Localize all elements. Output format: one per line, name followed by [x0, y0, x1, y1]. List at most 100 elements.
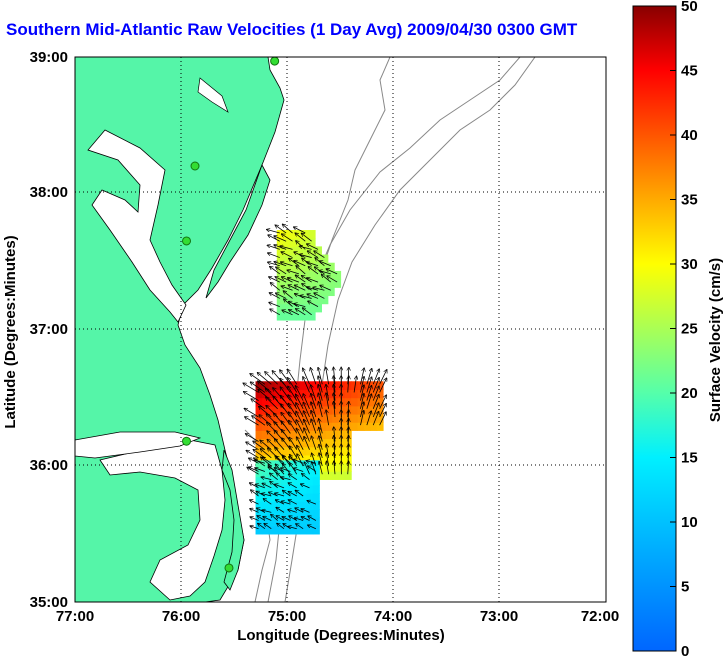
velocity-arrow [288, 278, 300, 283]
velocity-cell [363, 422, 371, 431]
colorbar-tick-label: 5 [681, 579, 689, 596]
velocity-cell [255, 501, 263, 510]
velocity-arrow [348, 410, 349, 426]
velocity-arrow [276, 508, 285, 513]
velocity-cell [287, 413, 295, 423]
velocity-cell [289, 262, 297, 272]
velocity-cell [302, 254, 310, 264]
velocity-arrow [297, 437, 304, 450]
velocity-cell [351, 422, 359, 431]
velocity-cell [312, 517, 320, 527]
velocity-cell [261, 484, 269, 494]
velocity-arrow [251, 490, 259, 497]
velocity-arrow [289, 421, 298, 434]
colorbar-tick-label: 45 [681, 63, 698, 80]
velocity-arrow [250, 374, 266, 385]
velocity-cell [312, 468, 320, 478]
velocity-arrow [303, 368, 310, 385]
colorbar-tick-label: 10 [681, 514, 698, 531]
velocity-arrow [282, 310, 293, 316]
velocity-arrow [318, 376, 323, 393]
velocity-cell [306, 438, 314, 448]
velocity-arrow [280, 370, 291, 385]
velocity-arrow [289, 438, 298, 450]
velocity-cell [293, 460, 301, 470]
velocity-cell [325, 446, 333, 456]
velocity-cell [293, 501, 301, 510]
velocity-arrow [318, 385, 323, 401]
velocity-cell [295, 246, 303, 256]
velocity-arrow [360, 411, 363, 426]
velocity-cell [312, 381, 320, 391]
velocity-cell [276, 295, 284, 305]
velocity-cell [308, 238, 316, 247]
velocity-cell [268, 413, 276, 423]
velocity-cell [293, 430, 301, 440]
velocity-cell [351, 405, 359, 415]
velocity-arrow [307, 244, 319, 250]
velocity-cell [281, 525, 288, 535]
velocity-cell [261, 446, 269, 456]
velocity-cell [327, 279, 335, 288]
velocity-arrow [307, 294, 319, 299]
velocity-cell [376, 405, 384, 415]
velocity-cell [274, 381, 282, 391]
velocity-arrow [319, 419, 323, 434]
velocity-arrow [276, 456, 285, 464]
velocity-cell [300, 430, 308, 440]
velocity-cell [325, 381, 333, 391]
velocity-arrow [326, 462, 330, 475]
velocity-arrow [326, 368, 330, 385]
velocity-cell [276, 311, 284, 321]
station-marker [224, 563, 234, 573]
colorbar-tick-label: 0 [681, 643, 689, 659]
velocity-arrow [296, 420, 304, 434]
velocity-cell [287, 422, 295, 431]
velocity-cell [306, 517, 314, 527]
x-tick-label: 75:00 [268, 608, 306, 625]
velocity-cell [276, 287, 284, 297]
velocity-cell [300, 525, 308, 535]
velocity-cell [306, 484, 314, 494]
velocity-arrow [372, 386, 379, 401]
velocity-arrow [308, 301, 319, 307]
velocity-arrow [360, 377, 364, 393]
velocity-cell [363, 413, 371, 423]
velocity-cell [327, 270, 335, 280]
velocity-arrow [281, 252, 293, 258]
velocity-arrow [314, 293, 325, 299]
velocity-cell [274, 484, 282, 494]
velocity-cell [319, 454, 327, 464]
velocity-cell [287, 430, 295, 440]
velocity-arrow [275, 493, 285, 497]
velocity-arrow [326, 385, 330, 401]
velocity-cell [255, 493, 263, 502]
velocity-arrow [353, 376, 356, 393]
velocity-cell [255, 509, 263, 519]
velocity-cell [338, 405, 346, 415]
velocity-arrow [366, 386, 372, 401]
velocity-cell [357, 413, 365, 423]
velocity-arrow [261, 449, 272, 459]
velocity-arrow [297, 446, 304, 459]
velocity-arrow [348, 453, 349, 467]
velocity-cell [274, 493, 282, 502]
velocity-arrow [302, 233, 312, 242]
velocity-cell [276, 246, 284, 256]
velocity-arrow [275, 439, 285, 450]
plot-frame [74, 56, 607, 603]
velocity-arrow [372, 369, 379, 385]
velocity-cell [283, 279, 291, 288]
velocity-cell [255, 422, 263, 431]
velocity-cell [332, 471, 339, 480]
velocity-cell [338, 463, 346, 472]
velocity-arrow [303, 308, 312, 316]
velocity-cell [295, 279, 303, 288]
velocity-cell [338, 413, 346, 423]
velocity-arrow [366, 394, 372, 409]
velocity-arrow [269, 303, 280, 307]
velocity-cell [338, 471, 346, 480]
velocity-cell [293, 446, 301, 456]
velocity-cell [363, 389, 371, 399]
velocity-cell [312, 397, 320, 407]
